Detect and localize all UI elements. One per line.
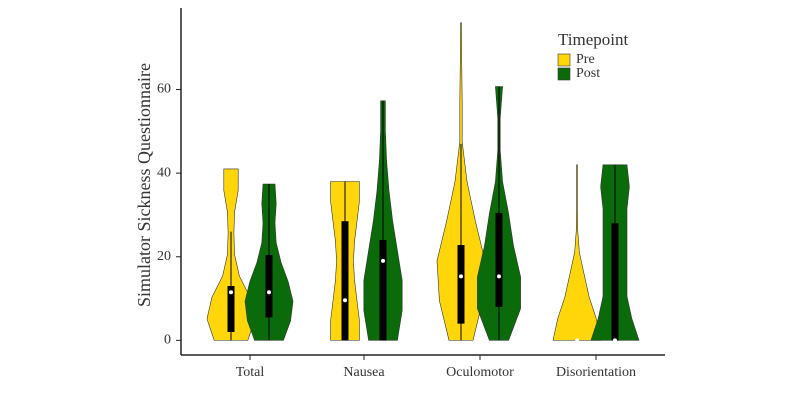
legend-swatch bbox=[557, 67, 571, 81]
y-tick-label: 60 bbox=[157, 82, 171, 97]
box bbox=[379, 240, 387, 341]
median bbox=[267, 290, 271, 295]
x-tick-label: Oculomotor bbox=[446, 365, 514, 380]
box bbox=[341, 221, 349, 341]
legend-swatch bbox=[557, 53, 571, 67]
legend-label: Pre bbox=[576, 52, 595, 67]
x-tick-label: Total bbox=[236, 365, 265, 380]
box bbox=[457, 245, 465, 324]
median bbox=[459, 274, 463, 279]
y-tick-label: 0 bbox=[164, 333, 171, 348]
median bbox=[613, 338, 617, 343]
median bbox=[343, 298, 347, 303]
legend-title: Timepoint bbox=[558, 30, 629, 49]
box bbox=[227, 286, 235, 333]
median bbox=[575, 338, 579, 343]
y-tick-label: 20 bbox=[157, 249, 171, 264]
legend-label: Post bbox=[576, 66, 600, 81]
box bbox=[611, 223, 619, 341]
box bbox=[265, 255, 273, 318]
median bbox=[497, 274, 501, 279]
y-axis-label: Simulator Sickness Questionnaire bbox=[134, 63, 154, 307]
median bbox=[229, 290, 233, 295]
x-tick-label: Nausea bbox=[343, 365, 385, 380]
box bbox=[495, 212, 503, 307]
x-tick-label: Disorientation bbox=[556, 365, 636, 380]
median bbox=[381, 258, 385, 263]
y-tick-label: 40 bbox=[157, 165, 171, 180]
violin bbox=[552, 164, 602, 341]
